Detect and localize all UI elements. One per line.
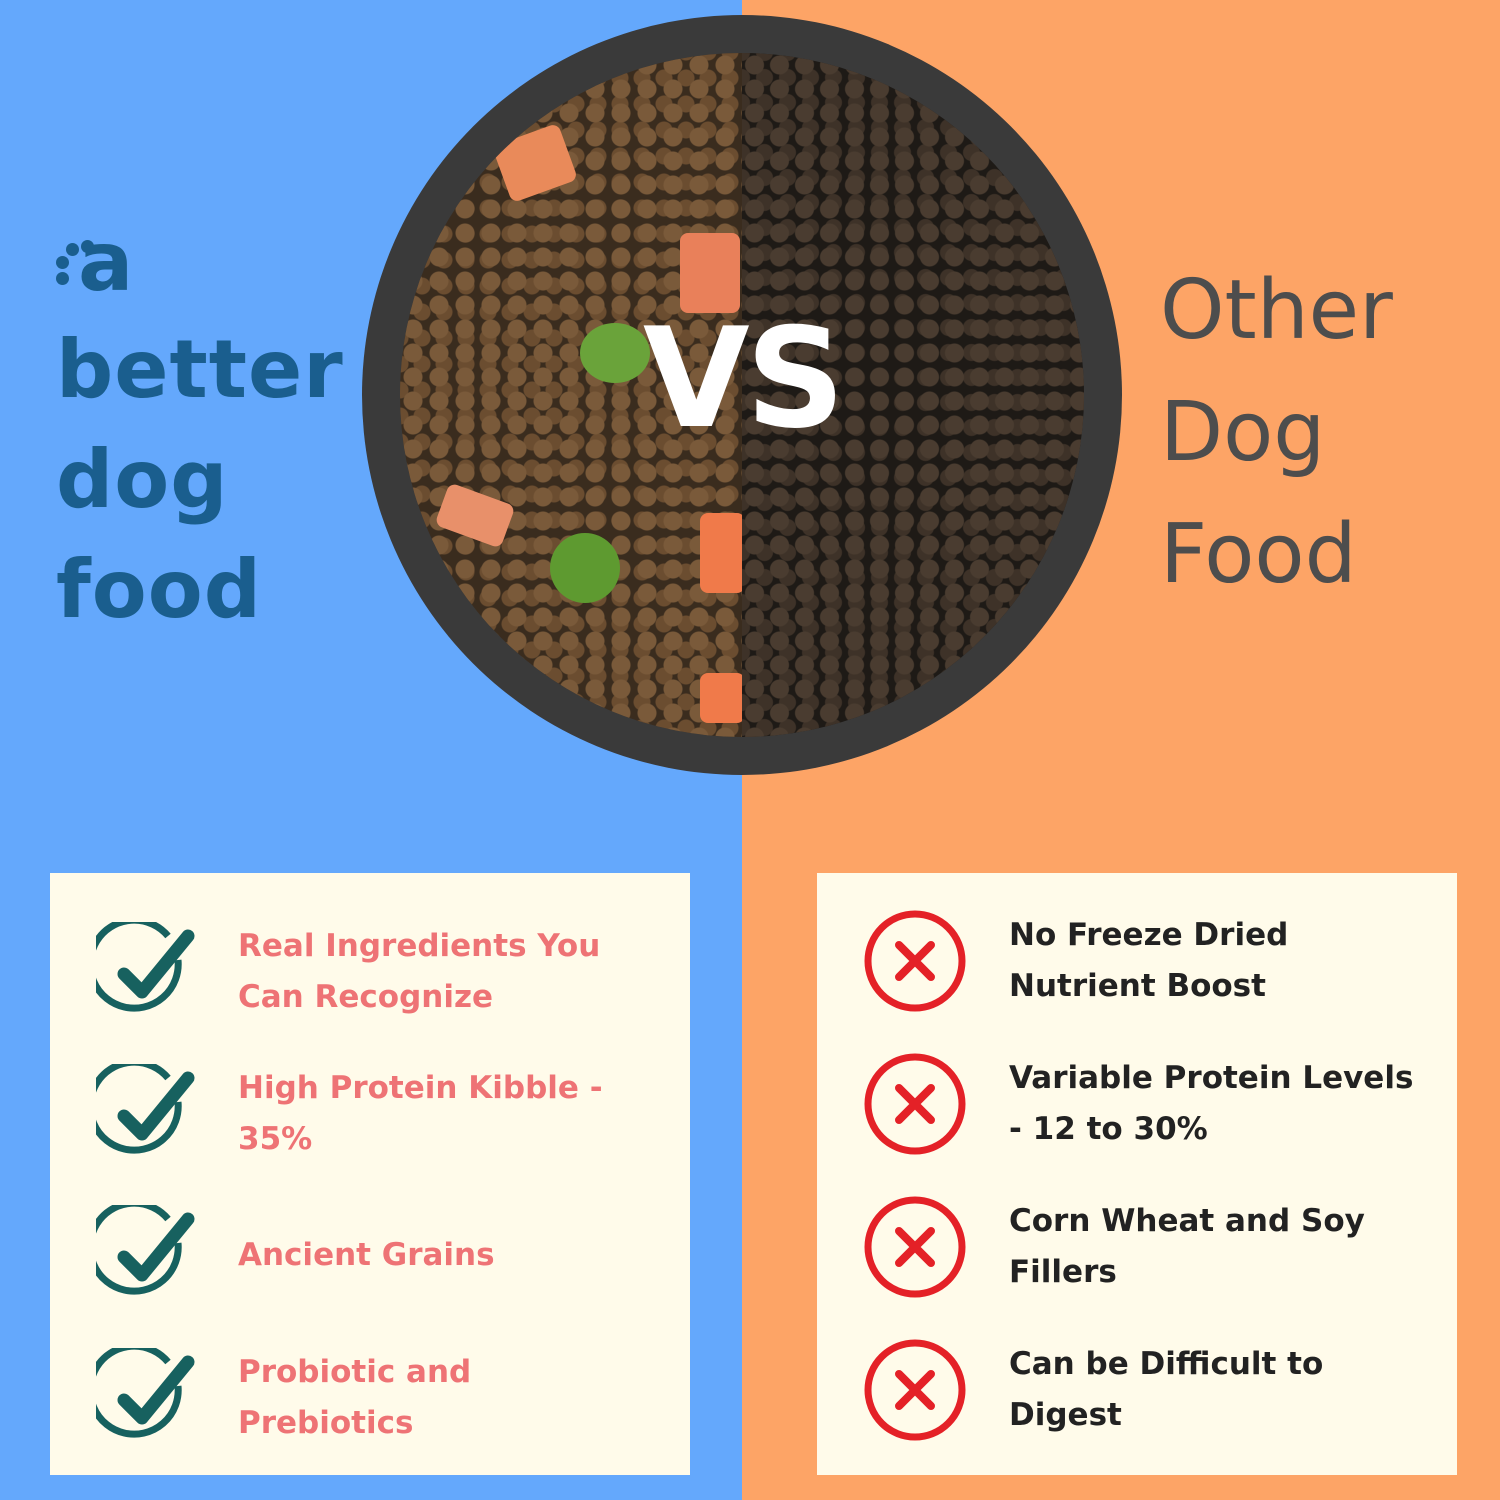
paw-toe-icon [81,240,94,253]
con-item: Variable Protein Levels - 12 to 30% [863,1052,1429,1156]
pro-item: Real Ingredients You Can Recognize [96,921,638,1023]
food-contents [400,53,1084,737]
vs-label: VS [642,298,845,459]
broccoli-piece [580,323,650,383]
pro-item: Ancient Grains [96,1205,638,1305]
pro-item: Probiotic and Prebiotics [96,1347,638,1449]
other-food-half [742,53,1084,737]
check-circle-icon [96,1205,195,1295]
paw-toe-icon [66,243,79,256]
salmon-piece [434,482,516,549]
carrot-piece [700,673,745,723]
con-label: Corn Wheat and Soy Fillers [1009,1203,1365,1290]
competitor-line: Dog [1160,385,1326,480]
logo-letter: a [78,215,134,310]
pro-label: Ancient Grains [238,1236,495,1273]
brand-line: dog [56,433,229,526]
con-label: Variable Protein Levels - 12 to 30% [1009,1060,1414,1147]
brand-logo: a better dog food [56,222,344,645]
pro-item: High Protein Kibble - 35% [96,1063,638,1165]
pros-panel: Real Ingredients You Can Recognize High … [50,873,690,1475]
check-circle-icon [96,922,195,1012]
better-food-half [400,53,745,737]
con-item: No Freeze Dried Nutrient Boost [863,909,1429,1013]
cons-panel: No Freeze Dried Nutrient Boost Variable … [817,873,1457,1475]
pro-label: Real Ingredients You Can Recognize [238,928,601,1015]
food-bowl-image [362,15,1122,775]
paw-toe-icon [56,256,69,269]
con-item: Corn Wheat and Soy Fillers [863,1195,1429,1299]
salmon-piece [491,122,579,204]
con-label: No Freeze Dried Nutrient Boost [1009,917,1289,1004]
pro-label: High Protein Kibble - 35% [238,1070,603,1157]
con-label: Can be Difficult to Digest [1009,1346,1324,1433]
paw-logo: a [56,222,136,315]
x-circle-icon [864,1053,966,1155]
paw-toe-icon [56,272,69,285]
salmon-piece [680,233,740,313]
x-circle-icon [864,910,966,1012]
con-item: Can be Difficult to Digest [863,1338,1429,1442]
check-circle-icon [96,1064,195,1154]
check-circle-icon [96,1348,195,1438]
carrot-piece [700,513,745,593]
broccoli-piece [550,533,620,603]
competitor-line: Food [1160,507,1357,602]
x-circle-icon [864,1196,966,1298]
pro-label: Probiotic and Prebiotics [238,1354,472,1441]
brand-line: food [56,543,262,636]
competitor-title: Other Dog Food [1160,250,1393,616]
brand-line: better [56,323,344,416]
x-circle-icon [864,1339,966,1441]
competitor-line: Other [1160,263,1393,358]
